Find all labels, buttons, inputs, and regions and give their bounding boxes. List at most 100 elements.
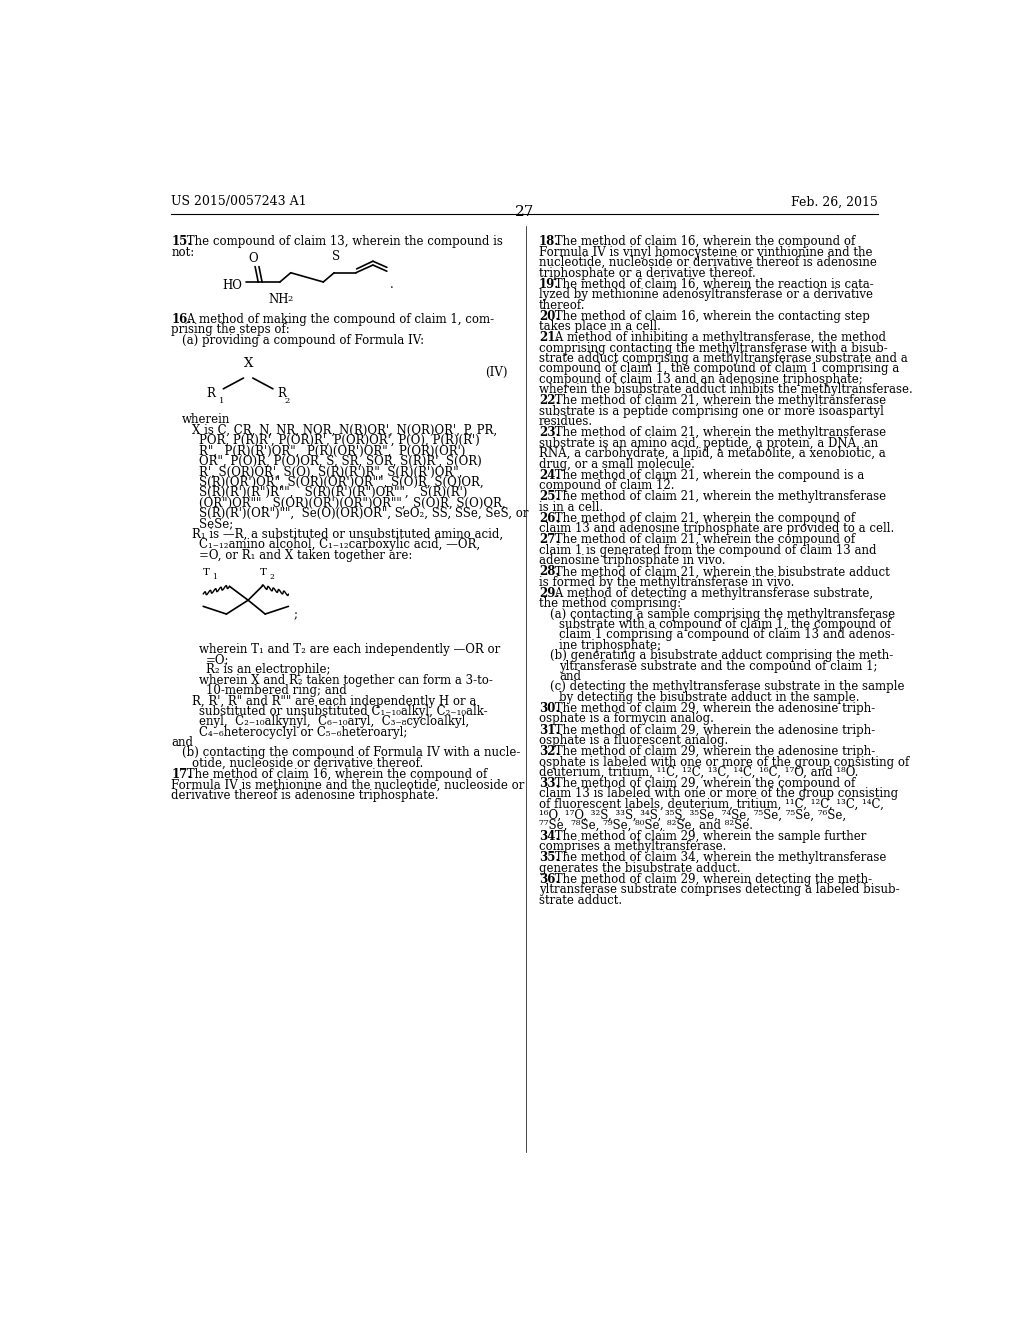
Text: 18.: 18. [539, 235, 559, 248]
Text: enyl,  C₂₋₁₀alkynyl,  C₆₋₁₀aryl,  C₃₋₈cycloalkyl,: enyl, C₂₋₁₀alkynyl, C₆₋₁₀aryl, C₃₋₈cyclo… [200, 715, 469, 729]
Text: yltransferase substrate and the compound of claim 1;: yltransferase substrate and the compound… [559, 660, 878, 673]
Text: RNA, a carbohydrate, a lipid, a metabolite, a xenobiotic, a: RNA, a carbohydrate, a lipid, a metaboli… [539, 447, 886, 461]
Text: 21.: 21. [539, 331, 559, 345]
Text: 19.: 19. [539, 277, 559, 290]
Text: R₂ is an electrophile;: R₂ is an electrophile; [206, 664, 330, 676]
Text: comprises a methyltransferase.: comprises a methyltransferase. [539, 841, 726, 853]
Text: 10-membered ring; and: 10-membered ring; and [206, 684, 346, 697]
Text: C₄₋₆heterocyclyl or C₅₋₆heteroaryl;: C₄₋₆heterocyclyl or C₅₋₆heteroaryl; [200, 726, 408, 739]
Text: (a) contacting a sample comprising the methyltransferase: (a) contacting a sample comprising the m… [550, 607, 895, 620]
Text: triphosphate or a derivative thereof.: triphosphate or a derivative thereof. [539, 267, 756, 280]
Text: not:: not: [171, 246, 195, 259]
Text: 16.: 16. [171, 313, 191, 326]
Text: T: T [203, 568, 210, 577]
Text: ¹⁶O, ¹⁷O, ³²S, ³³S, ³⁴S, ³⁵S, ³⁵Se, ⁷⁴Se, ⁷⁵Se, ⁷⁵Se, ⁷⁶Se,: ¹⁶O, ¹⁷O, ³²S, ³³S, ³⁴S, ³⁵S, ³⁵Se, ⁷⁴Se… [539, 808, 846, 821]
Text: The method of claim 29, wherein the adenosine triph-: The method of claim 29, wherein the aden… [551, 723, 874, 737]
Text: ⁷⁷Se, ⁷⁸Se, ⁷⁹Se, ⁸⁰Se, ⁸²Se, and ⁸²Se.: ⁷⁷Se, ⁷⁸Se, ⁷⁹Se, ⁸⁰Se, ⁸²Se, and ⁸²Se. [539, 818, 753, 832]
Text: 33.: 33. [539, 777, 559, 791]
Text: 31.: 31. [539, 723, 559, 737]
Text: S(R)(OR')OR", S(OR)(OR')OR"", S(O)R, S(O)OR,: S(R)(OR')OR", S(OR)(OR')OR"", S(O)R, S(O… [200, 475, 484, 488]
Text: strate adduct.: strate adduct. [539, 894, 622, 907]
Text: osphate is a formycin analog.: osphate is a formycin analog. [539, 713, 714, 726]
Text: drug, or a small molecule.: drug, or a small molecule. [539, 458, 694, 470]
Text: 2: 2 [288, 296, 293, 304]
Text: (c) detecting the methyltransferase substrate in the sample: (c) detecting the methyltransferase subs… [550, 681, 904, 693]
Text: The method of claim 29, wherein the adenosine triph-: The method of claim 29, wherein the aden… [551, 744, 874, 758]
Text: R', S(OR)OR', S(O), S(R)(R')R", S(R)(R')OR",: R', S(OR)OR', S(O), S(R)(R')R", S(R)(R')… [200, 466, 463, 478]
Text: 22.: 22. [539, 395, 559, 408]
Text: osphate is a fluorescent analog.: osphate is a fluorescent analog. [539, 734, 728, 747]
Text: strate adduct comprising a methyltransferase substrate and a: strate adduct comprising a methyltransfe… [539, 352, 907, 366]
Text: substrate is an amino acid, peptide, a protein, a DNA, an: substrate is an amino acid, peptide, a p… [539, 437, 878, 450]
Text: S(R)(R')(OR")"",  Se(O)(OR)OR", SeO₂, SS, SSe, SeS, or: S(R)(R')(OR")"", Se(O)(OR)OR", SeO₂, SS,… [200, 507, 528, 520]
Text: HO: HO [223, 279, 243, 292]
Text: substituted or unsubstituted C₁₋₁₀alkyl, C₂₋₁₀alk-: substituted or unsubstituted C₁₋₁₀alkyl,… [200, 705, 487, 718]
Text: the method comprising:: the method comprising: [539, 598, 681, 610]
Text: (b) contacting the compound of Formula IV with a nucle-: (b) contacting the compound of Formula I… [182, 747, 520, 759]
Text: claim 1 comprising a compound of claim 13 and adenos-: claim 1 comprising a compound of claim 1… [559, 628, 895, 642]
Text: residues.: residues. [539, 416, 593, 428]
Text: wherein the bisubstrate adduct inhibits the methyltransferase.: wherein the bisubstrate adduct inhibits … [539, 383, 912, 396]
Text: claim 1 is generated from the compound of claim 13 and: claim 1 is generated from the compound o… [539, 544, 877, 557]
Text: Feb. 26, 2015: Feb. 26, 2015 [792, 195, 879, 209]
Text: A method of detecting a methyltransferase substrate,: A method of detecting a methyltransferas… [551, 587, 872, 599]
Text: otide, nucleoside or derivative thereof.: otide, nucleoside or derivative thereof. [191, 756, 423, 770]
Text: O: O [248, 252, 258, 265]
Text: The method of claim 16, wherein the reaction is cata-: The method of claim 16, wherein the reac… [551, 277, 873, 290]
Text: 23.: 23. [539, 426, 559, 440]
Text: POR, P(R)R', P(OR)R', P(OR)OR', P(O), P(R)(R'): POR, P(R)R', P(OR)R', P(OR)OR', P(O), P(… [200, 434, 480, 447]
Text: X: X [244, 358, 253, 371]
Text: is formed by the methyltransferase in vivo.: is formed by the methyltransferase in vi… [539, 576, 795, 589]
Text: 36.: 36. [539, 873, 559, 886]
Text: derivative thereof is adenosine triphosphate.: derivative thereof is adenosine triphosp… [171, 789, 439, 801]
Text: by detecting the bisubstrate adduct in the sample.: by detecting the bisubstrate adduct in t… [559, 690, 859, 704]
Text: The method of claim 29, wherein detecting the meth-: The method of claim 29, wherein detectin… [551, 873, 871, 886]
Text: The method of claim 21, wherein the compound of: The method of claim 21, wherein the comp… [551, 533, 855, 546]
Text: The method of claim 16, wherein the compound of: The method of claim 16, wherein the comp… [183, 768, 487, 781]
Text: thereof.: thereof. [539, 298, 586, 312]
Text: R, R', R" and R"" are each independently H or a: R, R', R" and R"" are each independently… [191, 694, 476, 708]
Text: X is C, CR, N, NR, NOR, N(R)OR', N(OR)OR', P, PR,: X is C, CR, N, NR, NOR, N(R)OR', N(OR)OR… [191, 424, 497, 437]
Text: 25.: 25. [539, 490, 559, 503]
Text: 27: 27 [515, 205, 535, 219]
Text: 1: 1 [212, 573, 217, 581]
Text: nucleotide, nucleoside or derivative thereof is adenosine: nucleotide, nucleoside or derivative the… [539, 256, 877, 269]
Text: 26.: 26. [539, 512, 559, 525]
Text: The method of claim 21, wherein the compound is a: The method of claim 21, wherein the comp… [551, 469, 864, 482]
Text: S(R)(R')(R")R"",   S(R)(R')(R")OR"",   S(R)(R'): S(R)(R')(R")R"", S(R)(R')(R")OR"", S(R)(… [200, 486, 468, 499]
Text: prising the steps of:: prising the steps of: [171, 323, 290, 337]
Text: (a) providing a compound of Formula IV:: (a) providing a compound of Formula IV: [182, 334, 424, 347]
Text: is in a cell.: is in a cell. [539, 500, 603, 513]
Text: wherein: wherein [182, 413, 230, 426]
Text: 29.: 29. [539, 587, 559, 599]
Text: ine triphosphate;: ine triphosphate; [559, 639, 660, 652]
Text: The method of claim 29, wherein the sample further: The method of claim 29, wherein the samp… [551, 830, 866, 843]
Text: generates the bisubstrate adduct.: generates the bisubstrate adduct. [539, 862, 740, 875]
Text: takes place in a cell.: takes place in a cell. [539, 321, 660, 333]
Text: comprising contacting the methyltransferase with a bisub-: comprising contacting the methyltransfer… [539, 342, 888, 355]
Text: The method of claim 16, wherein the compound of: The method of claim 16, wherein the comp… [551, 235, 855, 248]
Text: R: R [207, 387, 216, 400]
Text: 24.: 24. [539, 469, 559, 482]
Text: yltransferase substrate comprises detecting a labeled bisub-: yltransferase substrate comprises detect… [539, 883, 899, 896]
Text: 17.: 17. [171, 768, 191, 781]
Text: NH: NH [268, 293, 289, 306]
Text: deuterium, tritium, ¹¹C, ¹²C, ¹³C, ¹⁴C, ¹⁶C, ¹⁷O, and ¹⁸O.: deuterium, tritium, ¹¹C, ¹²C, ¹³C, ¹⁴C, … [539, 766, 858, 779]
Text: and: and [559, 671, 581, 682]
Text: S: S [332, 249, 340, 263]
Text: 27.: 27. [539, 533, 559, 546]
Text: The method of claim 29, wherein the compound of: The method of claim 29, wherein the comp… [551, 777, 855, 791]
Text: SeSe;: SeSe; [200, 517, 233, 531]
Text: US 2015/0057243 A1: US 2015/0057243 A1 [171, 195, 307, 209]
Text: 35.: 35. [539, 851, 559, 865]
Text: T: T [260, 568, 267, 577]
Text: R: R [278, 387, 287, 400]
Text: The method of claim 34, wherein the methyltransferase: The method of claim 34, wherein the meth… [551, 851, 886, 865]
Text: ;: ; [293, 609, 297, 620]
Text: adenosine triphosphate in vivo.: adenosine triphosphate in vivo. [539, 554, 725, 568]
Text: The method of claim 21, wherein the methyltransferase: The method of claim 21, wherein the meth… [551, 426, 886, 440]
Text: (IV): (IV) [485, 366, 508, 379]
Text: 1: 1 [219, 396, 224, 404]
Text: lyzed by methionine adenosyltransferase or a derivative: lyzed by methionine adenosyltransferase … [539, 288, 872, 301]
Text: 30.: 30. [539, 702, 559, 715]
